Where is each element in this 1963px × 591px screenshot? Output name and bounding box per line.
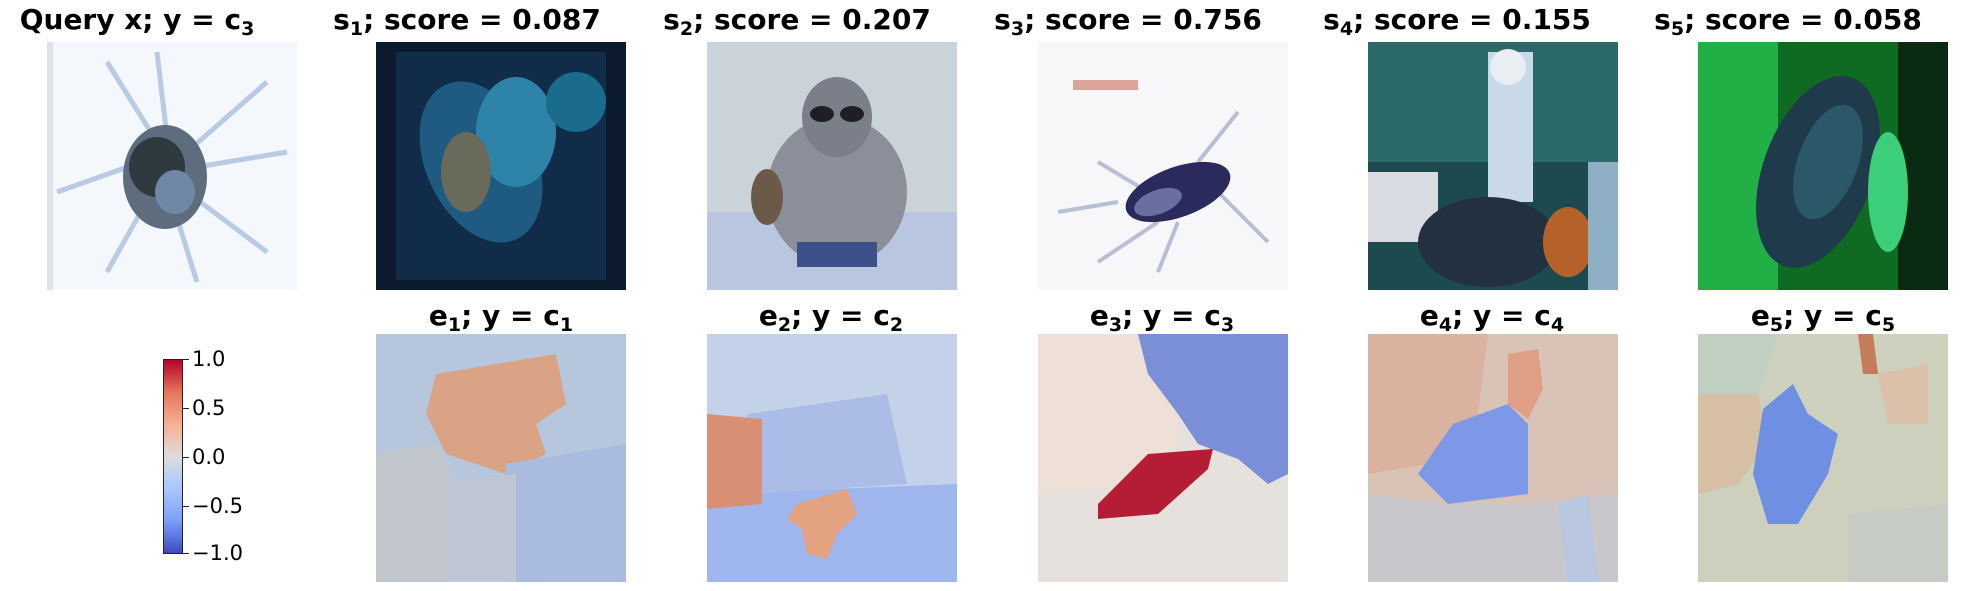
colorbar-tick — [183, 408, 189, 409]
sample-image-2 — [707, 42, 957, 290]
sample-title-1: s1; score = 0.087 — [333, 3, 601, 40]
sample-image-4 — [1368, 42, 1618, 290]
colorbar-tick-label: −0.5 — [192, 494, 243, 518]
sample-title-4: s4; score = 0.155 — [1323, 3, 1591, 40]
explanation-map-3 — [1038, 334, 1288, 582]
explanation-title-2: e2; y = c2 — [758, 299, 904, 336]
sample-image-1 — [376, 42, 626, 290]
colorbar — [163, 359, 183, 554]
colorbar-tick — [183, 506, 189, 507]
colorbar-tick-label: −1.0 — [192, 541, 243, 565]
explanation-map-5 — [1698, 334, 1948, 582]
sample-title-3: s3; score = 0.756 — [994, 3, 1262, 40]
explanation-map-1 — [376, 334, 626, 582]
explanation-title-3: e3; y = c3 — [1089, 299, 1235, 336]
explanation-title-4: e4; y = c4 — [1419, 299, 1565, 336]
query-image — [47, 42, 297, 290]
explanation-title-5: e5; y = c5 — [1750, 299, 1896, 336]
sample-title-2: s2; score = 0.207 — [663, 3, 931, 40]
colorbar-tick-label: 0.5 — [192, 396, 226, 420]
sample-image-3 — [1038, 42, 1288, 290]
explanation-map-4 — [1368, 334, 1618, 582]
sample-image-5 — [1698, 42, 1948, 290]
colorbar-tick — [183, 553, 189, 554]
colorbar-tick — [183, 359, 189, 360]
sample-title-5: s5; score = 0.058 — [1654, 3, 1922, 40]
explanation-map-2 — [707, 334, 957, 582]
query-title: Query x; y = c3 — [19, 3, 255, 40]
colorbar-tick-label: 0.0 — [192, 445, 226, 469]
colorbar-tick-label: 1.0 — [192, 347, 226, 371]
explanation-title-1: e1; y = c1 — [428, 299, 574, 336]
colorbar-tick — [183, 457, 189, 458]
